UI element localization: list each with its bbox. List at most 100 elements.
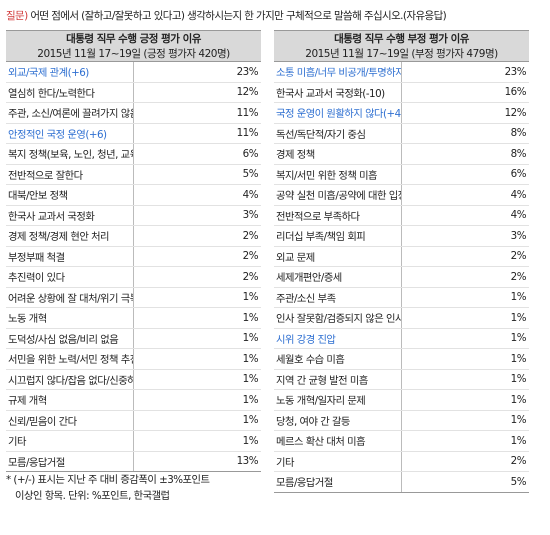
reason-label: 메르스 확산 대처 미흡 (274, 430, 402, 452)
positive-table-subtitle: 2015년 11월 17~19일 (긍정 평가자 420명) (6, 46, 261, 62)
reason-percent: 2% (133, 225, 261, 247)
table-row: 세월호 수습 미흡 1% (274, 348, 529, 370)
reason-percent: 1% (401, 348, 529, 370)
reason-percent: 1% (401, 307, 529, 329)
table-row: 기타 1% (6, 430, 261, 452)
question-tag: 질문) (6, 10, 28, 22)
reason-label: 외교/국제 관계(+6) (6, 61, 134, 83)
reason-label: 소통 미흡/너무 비공개/투명하지 않다(+9) (274, 61, 402, 83)
negative-reasons-table: 대통령 직무 수행 부정 평가 이유 2015년 11월 17~19일 (부정 … (274, 30, 529, 493)
reason-label: 주관, 소신/여론에 끌려가지 않음(-4) (6, 102, 134, 124)
reason-label: 경제 정책/경제 현안 처리 (6, 225, 134, 247)
negative-table-subtitle: 2015년 11월 17~19일 (부정 평가자 479명) (274, 46, 529, 62)
reason-percent: 5% (133, 164, 261, 185)
reason-label: 열심히 한다/노력한다 (6, 82, 134, 103)
reason-label: 기타 (6, 430, 134, 452)
table-row: 국정 운영이 원활하지 않다(+4) 12% (274, 102, 529, 124)
reason-percent: 1% (401, 287, 529, 308)
reason-label: 신뢰/믿음이 간다 (6, 410, 134, 431)
positive-rows: 외교/국제 관계(+6) 23% 열심히 한다/노력한다 12% 주관, 소신/여론에 … (6, 61, 261, 472)
table-row: 공약 실천 미흡/공약에 대한 입장 바뀜4% (274, 184, 529, 206)
table-row: 대북/안보 정책 4% (6, 184, 261, 206)
table-row: 모름/응답거절 5% (274, 471, 529, 493)
reason-label: 서민을 위한 노력/서민 정책 추진 (6, 348, 134, 370)
table-row: 외교 문제 2% (274, 246, 529, 267)
table-row: 세제개편안/증세 2% (274, 266, 529, 288)
reason-percent: 23% (401, 61, 529, 83)
reason-percent: 1% (133, 348, 261, 370)
reason-label: 복지/서민 위한 정책 미흡 (274, 164, 402, 185)
reason-label: 모름/응답거절 (274, 471, 402, 493)
reason-label: 인사 잘못함/검증되지 않은 인사 등용 (274, 307, 402, 329)
reason-label: 규제 개혁 (6, 389, 134, 411)
footnote-line-1: * (+/-) 표시는 지난 주 대비 증감폭이 ±3%포인트 (6, 474, 210, 486)
reason-label: 세제개편안/증세 (274, 266, 402, 288)
table-row: 복지 정책(보육, 노인, 청년, 교육 등)6% (6, 143, 261, 165)
reason-percent: 3% (401, 225, 529, 247)
reason-label: 시위 강경 진압 (274, 328, 402, 349)
table-row: 인사 잘못함/검증되지 않은 인사 등용1% (274, 307, 529, 329)
table-row: 당청, 여야 간 갈등 1% (274, 410, 529, 431)
reason-label: 대북/안보 정책 (6, 184, 134, 206)
reason-label: 독선/독단적/자기 중심 (274, 123, 402, 144)
reason-percent: 2% (401, 451, 529, 472)
table-row: 모름/응답거절 13% (6, 451, 261, 472)
reason-percent: 4% (401, 205, 529, 226)
reason-label: 기타 (274, 451, 402, 472)
table-row: 추진력이 있다 2% (6, 266, 261, 288)
reason-percent: 13% (133, 451, 261, 472)
reason-percent: 4% (401, 184, 529, 206)
table-row: 경제 정책/경제 현안 처리 2% (6, 225, 261, 247)
table-row: 서민을 위한 노력/서민 정책 추진 1% (6, 348, 261, 370)
negative-rows: 소통 미흡/너무 비공개/투명하지 않다(+9)23%한국사 교과서 국정화(-… (274, 61, 529, 493)
reason-label: 부정부패 척결 (6, 246, 134, 267)
table-row: 기타 2% (274, 451, 529, 472)
reason-label: 지역 간 균형 발전 미흡 (274, 369, 402, 390)
reason-label: 한국사 교과서 국정화 (6, 205, 134, 226)
reason-percent: 4% (133, 184, 261, 206)
table-row: 경제 정책 8% (274, 143, 529, 165)
table-row: 노동 개혁 1% (6, 307, 261, 329)
reason-label: 시끄럽지 않다/잡음 없다/신중하다 (6, 369, 134, 390)
reason-percent: 3% (133, 205, 261, 226)
reason-label: 추진력이 있다 (6, 266, 134, 288)
reason-label: 안정적인 국정 운영(+6) (6, 123, 134, 144)
table-row: 한국사 교과서 국정화 3% (6, 205, 261, 226)
table-row: 주관, 소신/여론에 끌려가지 않음(-4)11% (6, 102, 261, 124)
table-row: 지역 간 균형 발전 미흡 1% (274, 369, 529, 390)
reason-label: 한국사 교과서 국정화(-10) (274, 82, 402, 103)
reason-percent: 11% (133, 123, 261, 144)
reason-label: 주관/소신 부족 (274, 287, 402, 308)
positive-reasons-table: 대통령 직무 수행 긍정 평가 이유 2015년 11월 17~19일 (긍정 … (6, 30, 261, 472)
reason-percent: 2% (401, 246, 529, 267)
table-row: 시위 강경 진압 1% (274, 328, 529, 349)
reason-percent: 11% (133, 102, 261, 124)
reason-percent: 1% (401, 389, 529, 411)
reason-percent: 1% (401, 328, 529, 349)
reason-label: 노동 개혁/일자리 문제 (274, 389, 402, 411)
reason-label: 당청, 여야 간 갈등 (274, 410, 402, 431)
reason-label: 복지 정책(보육, 노인, 청년, 교육 등) (6, 143, 134, 165)
footnote: * (+/-) 표시는 지난 주 대비 증감폭이 ±3%포인트 이상인 항목. … (6, 472, 276, 504)
reason-percent: 6% (401, 164, 529, 185)
reason-percent: 5% (401, 471, 529, 493)
footnote-line-2: 이상인 항목. 단위: %포인트, 한국갤럽 (15, 490, 170, 502)
table-row: 어려운 상황에 잘 대처/위기 극복 1% (6, 287, 261, 308)
reason-label: 전반적으로 잘한다 (6, 164, 134, 185)
reason-percent: 1% (133, 287, 261, 308)
table-row: 한국사 교과서 국정화(-10) 16% (274, 82, 529, 103)
reason-percent: 2% (401, 266, 529, 288)
reason-label: 노동 개혁 (6, 307, 134, 329)
reason-percent: 6% (133, 143, 261, 165)
reason-label: 국정 운영이 원활하지 않다(+4) (274, 102, 402, 124)
reason-label: 전반적으로 부족하다 (274, 205, 402, 226)
table-row: 노동 개혁/일자리 문제 1% (274, 389, 529, 411)
reason-label: 모름/응답거절 (6, 451, 134, 472)
table-row: 리더십 부족/책임 회피 3% (274, 225, 529, 247)
survey-question: 질문) 어떤 점에서 (잘하고/잘못하고 있다고) 생각하시는지 한 가지만 구… (6, 8, 546, 23)
table-row: 신뢰/믿음이 간다 1% (6, 410, 261, 431)
reason-label: 어려운 상황에 잘 대처/위기 극복 (6, 287, 134, 308)
reason-label: 세월호 수습 미흡 (274, 348, 402, 370)
reason-percent: 1% (401, 369, 529, 390)
reason-label: 외교 문제 (274, 246, 402, 267)
